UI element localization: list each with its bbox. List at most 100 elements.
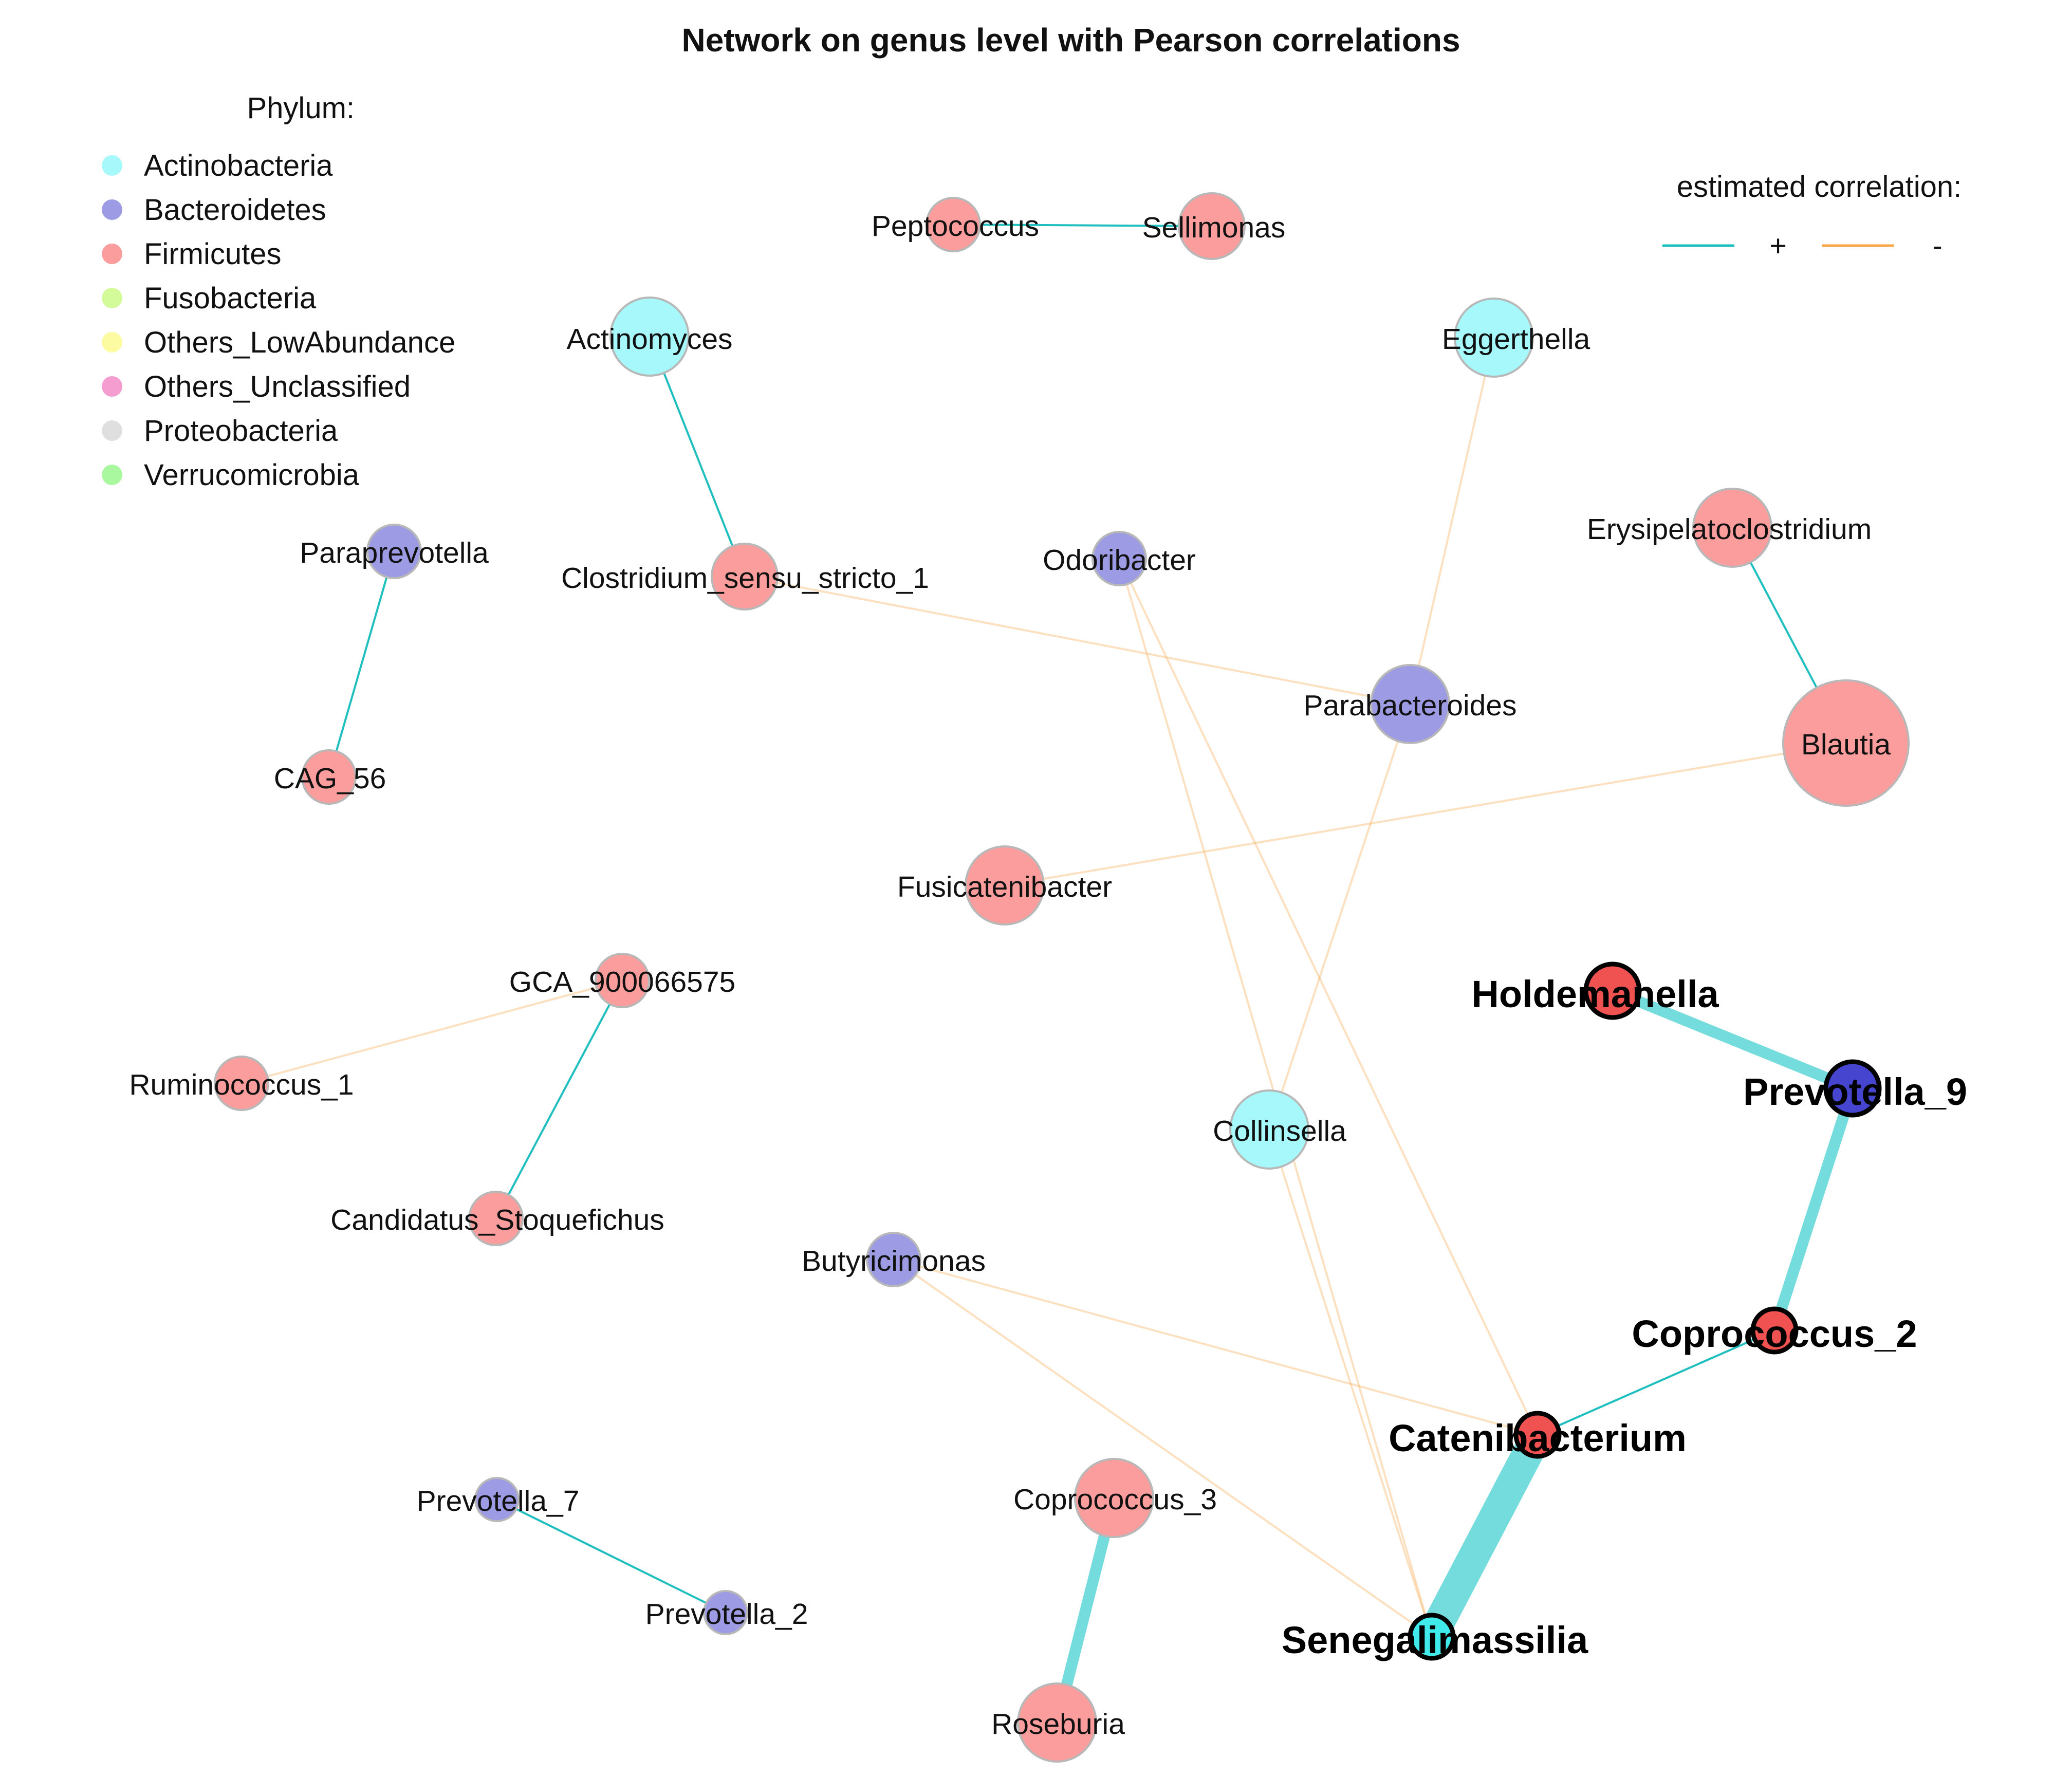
node-label: Actinomyces: [566, 323, 732, 356]
positive-edge: [953, 224, 1212, 227]
node-prevotella-2[interactable]: Prevotella_2: [645, 1590, 808, 1635]
node-erysipelatoclostridium[interactable]: Erysipelatoclostridium: [1587, 488, 1872, 568]
node-circle[interactable]: [1178, 192, 1246, 260]
node-circle[interactable]: [1750, 1306, 1799, 1355]
phylum-swatch: [102, 155, 122, 176]
node-label: Prevotella_7: [417, 1485, 580, 1518]
node-butyricimonas[interactable]: Butyricimonas: [802, 1232, 986, 1287]
node-holdemanella[interactable]: Holdemanella: [1471, 961, 1719, 1020]
node-circle[interactable]: [1092, 531, 1147, 586]
node-circle[interactable]: [1074, 1458, 1154, 1538]
node-label: Eggerthella: [1442, 323, 1590, 356]
node-circle[interactable]: [474, 1477, 520, 1522]
node-candidatus-stoquefichus[interactable]: Candidatus_Stoquefichus: [330, 1191, 664, 1246]
node-collinsella[interactable]: Collinsella: [1213, 1089, 1346, 1170]
node-label: Roseburia: [991, 1708, 1125, 1741]
node-label: Prevotella_9: [1743, 1070, 1967, 1113]
node-paraprevotella[interactable]: Paraprevotella: [300, 524, 489, 579]
phylum-swatch: [102, 465, 122, 485]
node-parabacteroides[interactable]: Parabacteroides: [1303, 664, 1517, 744]
phylum-legend: Phylum: Actinobacteria Bacteroidetes Firmi…: [102, 91, 455, 492]
node-circle[interactable]: [1692, 488, 1772, 568]
node-circle[interactable]: [595, 953, 650, 1008]
node-peptococcus[interactable]: Peptococcus: [872, 197, 1039, 252]
node-odoribacter[interactable]: Odoribacter: [1043, 531, 1196, 586]
negative-edge: [1004, 742, 1846, 886]
node-actinomyces[interactable]: Actinomyces: [566, 297, 733, 377]
negative-edge: [893, 1259, 1538, 1436]
node-label: Senegalimassilia: [1282, 1619, 1588, 1661]
phylum-legend-label: Bacteroidetes: [144, 193, 326, 227]
node-label: Collinsella: [1213, 1115, 1346, 1148]
node-circle[interactable]: [366, 524, 422, 579]
positive-edge: [649, 336, 746, 577]
positive-edge: [1418, 1428, 1551, 1644]
node-label: Prevotella_2: [645, 1598, 808, 1631]
positive-edge: [1610, 985, 1855, 1094]
node-label: Fusicatenibacter: [897, 871, 1112, 903]
node-circle[interactable]: [926, 197, 981, 252]
node-fusicatenibacter[interactable]: Fusicatenibacter: [897, 845, 1112, 926]
node-circle[interactable]: [1454, 298, 1534, 378]
node-label: CAG_56: [274, 762, 386, 795]
node-label: GCA_900066575: [509, 966, 736, 998]
phylum-legend-item: Others_LowAbundance: [102, 326, 455, 359]
node-gca-900066575[interactable]: GCA_900066575: [509, 953, 736, 1008]
phylum-legend-item: Verrucomicrobia: [102, 458, 360, 492]
node-circle[interactable]: [1017, 1682, 1097, 1763]
phylum-legend-item: Proteobacteria: [102, 414, 338, 448]
node-label: Coprococcus_2: [1632, 1312, 1917, 1355]
node-label: Paraprevotella: [300, 536, 489, 569]
node-circle[interactable]: [1229, 1089, 1309, 1170]
phylum-legend-item: Bacteroidetes: [102, 193, 326, 227]
positive-edge: [1769, 1086, 1858, 1333]
node-ruminococcus-1[interactable]: Ruminococcus_1: [129, 1056, 354, 1111]
node-prevotella-9[interactable]: Prevotella_9: [1743, 1059, 1967, 1118]
phylum-legend-label: Others_Unclassified: [144, 370, 411, 403]
positive-edge: [328, 551, 395, 778]
node-clostridium-sensu-stricto-1[interactable]: Clostridium_sensu_stricto_1: [561, 543, 929, 610]
node-circle[interactable]: [1408, 1613, 1456, 1661]
correlation-legend: estimated correlation: + -: [1662, 170, 1962, 263]
node-blautia[interactable]: Blautia: [1782, 679, 1910, 807]
node-coprococcus-2[interactable]: Coprococcus_2: [1632, 1306, 1917, 1355]
node-senegalimassilia[interactable]: Senegalimassilia: [1282, 1613, 1588, 1661]
node-circle[interactable]: [301, 749, 357, 805]
node-circle[interactable]: [609, 297, 690, 377]
node-label: Holdemanella: [1471, 973, 1719, 1015]
phylum-legend-label: Verrucomicrobia: [144, 458, 360, 492]
chart-title: Network on genus level with Pearson corr…: [681, 22, 1460, 59]
node-coprococcus-3[interactable]: Coprococcus_3: [1013, 1458, 1217, 1538]
node-circle[interactable]: [866, 1232, 921, 1287]
phylum-swatch: [102, 376, 122, 397]
negative-edge: [744, 576, 1411, 705]
node-label: Butyricimonas: [802, 1245, 986, 1278]
node-circle[interactable]: [1583, 961, 1642, 1020]
node-cag-56[interactable]: CAG_56: [274, 749, 386, 805]
positive-edge: [495, 980, 623, 1219]
node-eggerthella[interactable]: Eggerthella: [1442, 298, 1590, 378]
node-label: Odoribacter: [1043, 544, 1196, 577]
node-circle[interactable]: [1513, 1411, 1562, 1459]
node-sellimonas[interactable]: Sellimonas: [1142, 192, 1286, 260]
node-circle[interactable]: [711, 543, 779, 610]
node-catenibacterium[interactable]: Catenibacterium: [1389, 1411, 1687, 1459]
node-label: Sellimonas: [1142, 211, 1286, 244]
node-prevotella-7[interactable]: Prevotella_7: [417, 1477, 580, 1522]
negative-edge: [1118, 558, 1539, 1435]
phylum-swatch: [102, 199, 122, 220]
node-circle[interactable]: [1370, 664, 1450, 744]
positive-correlation-label: +: [1769, 229, 1787, 263]
node-circle[interactable]: [703, 1590, 748, 1635]
negative-edge: [1268, 1129, 1433, 1637]
node-roseburia[interactable]: Roseburia: [991, 1682, 1125, 1763]
phylum-legend-label: Others_LowAbundance: [144, 326, 455, 359]
node-circle[interactable]: [1782, 679, 1910, 807]
node-circle[interactable]: [468, 1191, 524, 1246]
node-circle[interactable]: [1823, 1059, 1882, 1118]
node-label: Candidatus_Stoquefichus: [330, 1204, 664, 1236]
node-circle[interactable]: [214, 1056, 269, 1111]
phylum-swatch: [102, 420, 122, 441]
node-circle[interactable]: [965, 845, 1045, 926]
